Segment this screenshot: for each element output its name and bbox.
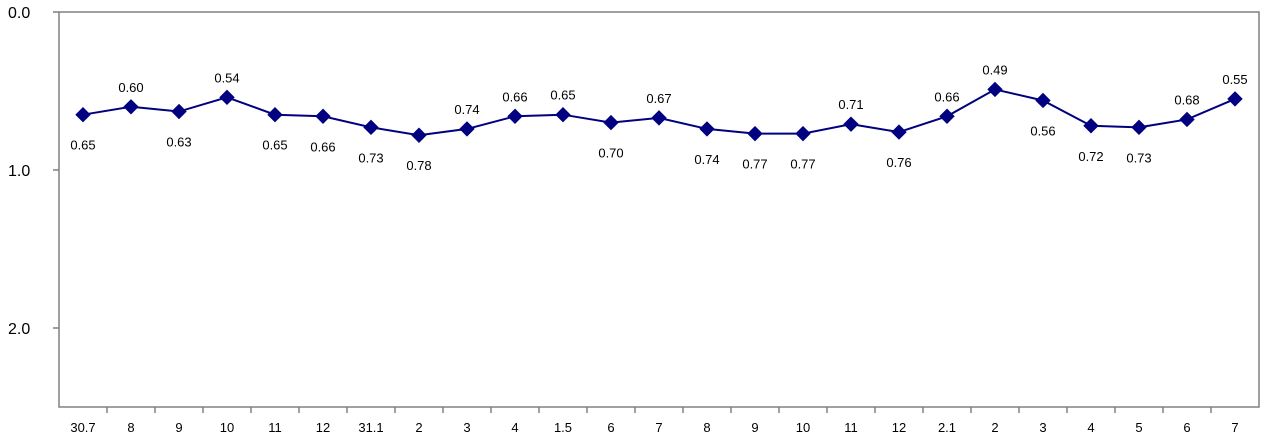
data-label: 0.65 — [262, 138, 287, 153]
data-point — [219, 89, 235, 106]
data-label: 0.77 — [790, 157, 815, 172]
data-label: 0.73 — [358, 150, 383, 165]
x-tick-label: 7 — [655, 420, 662, 435]
x-tick-label: 6 — [607, 420, 614, 435]
x-tick-label: 4 — [1087, 420, 1094, 435]
data-label: 0.56 — [1030, 123, 1055, 138]
data-label: 0.72 — [1078, 149, 1103, 164]
data-label: 0.70 — [598, 146, 623, 161]
y-tick-label: 2.0 — [8, 321, 30, 338]
x-tick-label: 4 — [511, 420, 518, 435]
x-tick-label: 2 — [415, 420, 422, 435]
data-point — [843, 116, 859, 132]
x-axis-labels: 30.7 8 9 10 11 12 31.1 2 3 4 1.5 6 7 8 9 10 11 12 2.1 2 3 4 5 6… — [70, 420, 1238, 435]
x-tick-label: 9 — [175, 420, 182, 435]
data-point — [795, 125, 811, 142]
x-tick-label: 30.7 — [70, 420, 95, 435]
data-label: 0.74 — [694, 152, 719, 167]
x-tick-label: 8 — [703, 420, 710, 435]
data-label: 0.60 — [118, 80, 143, 95]
data-label: 0.66 — [310, 139, 335, 154]
data-point — [459, 121, 475, 137]
x-tick-label: 7 — [1231, 420, 1238, 435]
x-tick-label: 12 — [316, 420, 330, 435]
data-point — [315, 108, 331, 124]
x-tick-label: 3 — [463, 420, 470, 435]
data-point — [651, 110, 667, 126]
data-label: 0.66 — [934, 89, 959, 104]
data-point — [555, 106, 571, 123]
plot-area — [58, 11, 1260, 408]
data-label: 0.68 — [1174, 92, 1199, 107]
data-label: 0.63 — [166, 135, 191, 150]
x-tick-label: 8 — [127, 420, 134, 435]
x-tick-label: 9 — [751, 420, 758, 435]
data-point — [1131, 119, 1147, 136]
data-labels: 0.65 0.60 0.63 0.54 0.65 0.66 0.73 0.78 0.74 0.66… — [70, 62, 1247, 173]
data-point — [1083, 118, 1099, 134]
data-point — [171, 103, 187, 120]
data-label: 0.71 — [838, 97, 863, 112]
x-tick-label: 1.5 — [554, 420, 572, 435]
x-tick-label: 10 — [220, 420, 234, 435]
data-point — [747, 125, 763, 142]
x-tick-label: 3 — [1039, 420, 1046, 435]
data-point — [891, 124, 907, 140]
data-label: 0.78 — [406, 158, 431, 173]
y-tick-label: 0.0 — [8, 5, 30, 22]
y-axis-ticks — [53, 11, 59, 329]
data-point — [939, 108, 955, 124]
data-point — [1035, 92, 1051, 109]
data-label: 0.65 — [70, 138, 95, 153]
series-markers — [75, 81, 1243, 143]
data-label: 0.73 — [1126, 150, 1151, 165]
data-label: 0.65 — [550, 88, 575, 103]
data-point — [699, 121, 715, 137]
data-point — [363, 119, 379, 136]
data-label: 0.67 — [646, 91, 671, 106]
x-tick-label: 10 — [796, 420, 810, 435]
x-tick-label: 11 — [268, 420, 282, 435]
data-point — [75, 106, 91, 123]
x-tick-label: 5 — [1135, 420, 1142, 435]
data-label: 0.66 — [502, 89, 527, 104]
x-tick-label: 31.1 — [358, 420, 383, 435]
data-label: 0.54 — [214, 70, 239, 85]
data-label: 0.49 — [982, 62, 1007, 77]
data-label: 0.74 — [454, 102, 479, 117]
data-point — [987, 81, 1003, 98]
data-point — [507, 108, 523, 124]
data-point — [603, 114, 619, 131]
x-tick-label: 12 — [892, 420, 906, 435]
x-tick-label: 6 — [1183, 420, 1190, 435]
x-tick-label: 11 — [844, 420, 858, 435]
y-axis-labels: 0.0 1.0 2.0 — [8, 5, 30, 338]
data-point — [267, 106, 283, 123]
data-label: 0.76 — [886, 155, 911, 170]
data-label: 0.77 — [742, 157, 767, 172]
data-point — [411, 127, 427, 143]
y-tick-label: 1.0 — [8, 163, 30, 180]
data-point — [1179, 111, 1195, 128]
x-axis-ticks — [106, 407, 1212, 413]
data-label: 0.55 — [1222, 72, 1247, 87]
x-tick-label: 2.1 — [938, 420, 956, 435]
x-tick-label: 2 — [991, 420, 998, 435]
data-point — [123, 99, 139, 115]
data-point — [1227, 91, 1243, 107]
